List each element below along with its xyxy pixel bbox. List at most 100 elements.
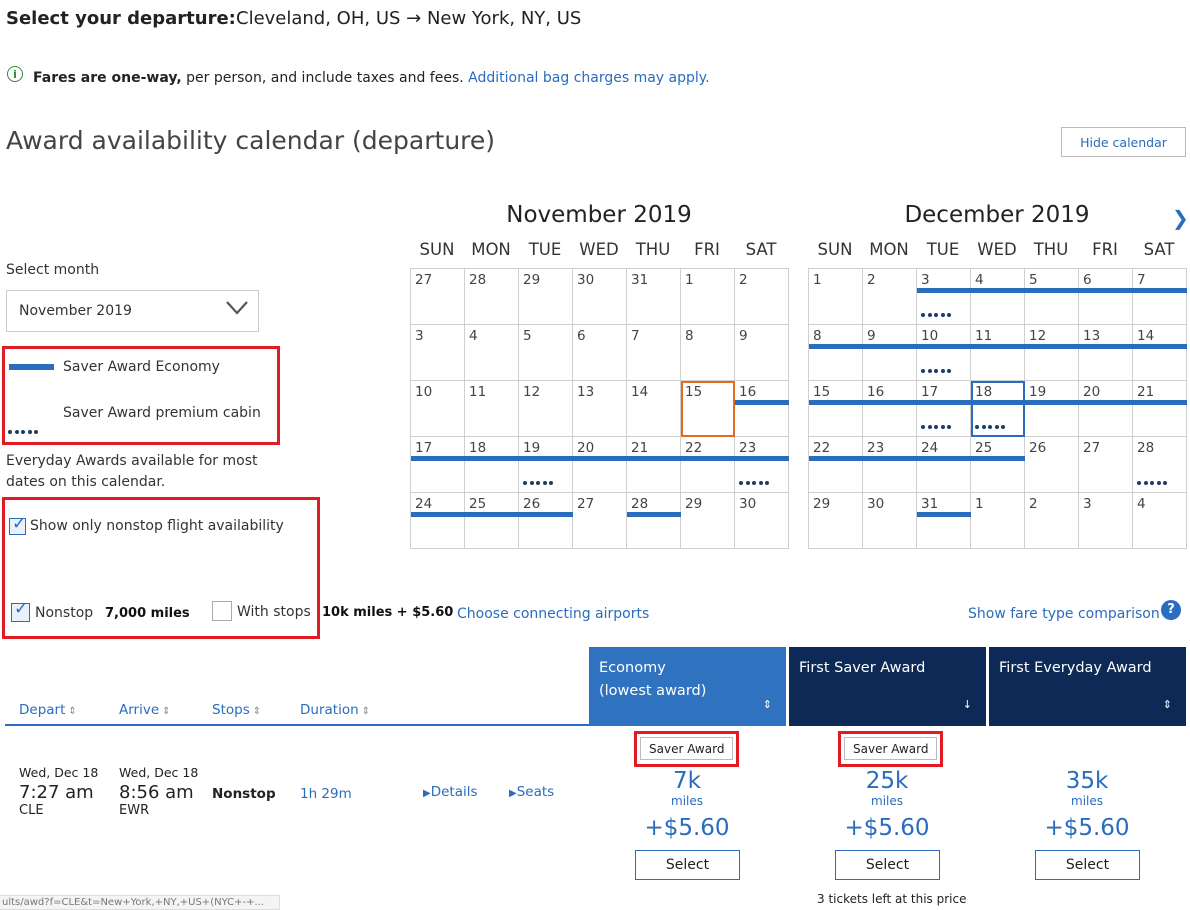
arrive-airport: EWR bbox=[119, 803, 150, 818]
calendar-day[interactable]: 1 bbox=[681, 269, 735, 325]
calendar-day[interactable]: 3 bbox=[917, 269, 971, 325]
calendar-day[interactable]: 20 bbox=[573, 437, 627, 493]
calendar-day[interactable]: 4 bbox=[971, 269, 1025, 325]
calendar-day[interactable]: 12 bbox=[519, 381, 573, 437]
calendar-day[interactable]: 27 bbox=[1079, 437, 1133, 493]
calendar-day[interactable]: 4 bbox=[465, 325, 519, 381]
calendar-day[interactable]: 19 bbox=[519, 437, 573, 493]
calendar-day[interactable]: 20 bbox=[1079, 381, 1133, 437]
calendar-day[interactable]: 3 bbox=[1079, 493, 1133, 549]
connecting-airports-link[interactable]: Choose connecting airports bbox=[457, 606, 650, 622]
calendar-day[interactable]: 1 bbox=[809, 269, 863, 325]
calendar-day[interactable]: 2 bbox=[735, 269, 789, 325]
calendar-day[interactable]: 29 bbox=[809, 493, 863, 549]
calendar-day[interactable]: 28 bbox=[465, 269, 519, 325]
calendar-day[interactable]: 10 bbox=[917, 325, 971, 381]
day-number: 18 bbox=[469, 440, 487, 456]
hide-calendar-button[interactable]: Hide calendar bbox=[1061, 127, 1186, 157]
sort-stops[interactable]: Stops ⇕ bbox=[212, 702, 261, 718]
help-icon[interactable]: ? bbox=[1161, 600, 1181, 620]
saver-economy-bar bbox=[1079, 288, 1133, 293]
calendar-day[interactable]: 24 bbox=[411, 493, 465, 549]
calendar-day[interactable]: 13 bbox=[1079, 325, 1133, 381]
fare-header-first-everyday[interactable]: First Everyday Award ⇕ bbox=[989, 647, 1186, 726]
calendar-day[interactable]: 26 bbox=[519, 493, 573, 549]
weekday-label: SUN bbox=[419, 240, 455, 259]
calendar-day[interactable]: 17 bbox=[917, 381, 971, 437]
calendar-day[interactable]: 25 bbox=[971, 437, 1025, 493]
calendar-day[interactable]: 13 bbox=[573, 381, 627, 437]
calendar-day[interactable]: 23 bbox=[735, 437, 789, 493]
calendar-day[interactable]: 24 bbox=[917, 437, 971, 493]
bag-charges-link[interactable]: Additional bag charges may apply. bbox=[468, 70, 710, 86]
calendar-day[interactable]: 23 bbox=[863, 437, 917, 493]
next-month-arrow-icon[interactable]: ❯ bbox=[1172, 206, 1189, 230]
arrive-date: Wed, Dec 18 bbox=[119, 765, 199, 780]
seats-link[interactable]: ▶Seats bbox=[509, 784, 554, 800]
select-first-everyday-button[interactable]: Select bbox=[1035, 850, 1140, 880]
calendar-day[interactable]: 22 bbox=[681, 437, 735, 493]
calendar-day[interactable]: 9 bbox=[863, 325, 917, 381]
calendar-day[interactable]: 19 bbox=[1025, 381, 1079, 437]
calendar-day[interactable]: 5 bbox=[1025, 269, 1079, 325]
calendar-day[interactable]: 31 bbox=[627, 269, 681, 325]
calendar-day[interactable]: 18 bbox=[465, 437, 519, 493]
calendar-day[interactable]: 8 bbox=[681, 325, 735, 381]
calendar-day[interactable]: 3 bbox=[411, 325, 465, 381]
calendar-day[interactable]: 14 bbox=[627, 381, 681, 437]
calendar-day[interactable]: 4 bbox=[1133, 493, 1187, 549]
fares-note: Fares are one-way, per person, and inclu… bbox=[33, 70, 710, 86]
month-select[interactable]: November 2019 bbox=[6, 290, 259, 332]
calendar-day[interactable]: 21 bbox=[627, 437, 681, 493]
calendar-day[interactable]: 15 bbox=[809, 381, 863, 437]
calendar-day[interactable]: 15 bbox=[681, 381, 735, 437]
calendar-day[interactable]: 7 bbox=[627, 325, 681, 381]
calendar-day[interactable]: 27 bbox=[411, 269, 465, 325]
details-link[interactable]: ▶Details bbox=[423, 784, 478, 800]
calendar-day[interactable]: 2 bbox=[863, 269, 917, 325]
select-economy-button[interactable]: Select bbox=[635, 850, 740, 880]
nonstop-only-checkbox[interactable]: ✓ bbox=[9, 514, 26, 535]
calendar-day[interactable]: 26 bbox=[1025, 437, 1079, 493]
calendar-day[interactable]: 27 bbox=[573, 493, 627, 549]
calendar-day[interactable]: 31 bbox=[917, 493, 971, 549]
calendar-day[interactable]: 29 bbox=[681, 493, 735, 549]
calendar-day[interactable]: 16 bbox=[735, 381, 789, 437]
calendar-day[interactable]: 30 bbox=[735, 493, 789, 549]
calendar-day[interactable]: 12 bbox=[1025, 325, 1079, 381]
calendar-day[interactable]: 21 bbox=[1133, 381, 1187, 437]
calendar-day[interactable]: 6 bbox=[1079, 269, 1133, 325]
calendar-day[interactable]: 29 bbox=[519, 269, 573, 325]
fare-header-first-saver[interactable]: First Saver Award ↓ bbox=[789, 647, 986, 726]
calendar-day[interactable]: 10 bbox=[411, 381, 465, 437]
calendar-day[interactable]: 9 bbox=[735, 325, 789, 381]
calendar-day[interactable]: 6 bbox=[573, 325, 627, 381]
calendar-day[interactable]: 5 bbox=[519, 325, 573, 381]
calendar-day[interactable]: 11 bbox=[971, 325, 1025, 381]
calendar-day[interactable]: 11 bbox=[465, 381, 519, 437]
fare-comparison-link[interactable]: Show fare type comparison bbox=[968, 606, 1160, 622]
fare-header-economy[interactable]: Economy (lowest award) ⇕ bbox=[589, 647, 786, 726]
calendar-day[interactable]: 30 bbox=[863, 493, 917, 549]
with-stops-checkbox[interactable] bbox=[212, 601, 232, 621]
info-icon: i bbox=[7, 66, 23, 82]
select-first-saver-button[interactable]: Select bbox=[835, 850, 940, 880]
calendar-day[interactable]: 2 bbox=[1025, 493, 1079, 549]
calendar-day[interactable]: 1 bbox=[971, 493, 1025, 549]
calendar-day[interactable]: 7 bbox=[1133, 269, 1187, 325]
calendar-day[interactable]: 28 bbox=[627, 493, 681, 549]
calendar-day[interactable]: 30 bbox=[573, 269, 627, 325]
saver-economy-bar bbox=[465, 456, 519, 461]
sort-duration[interactable]: Duration ⇕ bbox=[300, 702, 370, 718]
sort-arrive[interactable]: Arrive ⇕ bbox=[119, 702, 171, 718]
calendar-day[interactable]: 25 bbox=[465, 493, 519, 549]
calendar-day[interactable]: 18 bbox=[971, 381, 1025, 437]
calendar-day[interactable]: 14 bbox=[1133, 325, 1187, 381]
calendar-day[interactable]: 8 bbox=[809, 325, 863, 381]
calendar-day[interactable]: 22 bbox=[809, 437, 863, 493]
sort-depart[interactable]: Depart ⇕ bbox=[19, 702, 77, 718]
calendar-day[interactable]: 17 bbox=[411, 437, 465, 493]
calendar-day[interactable]: 28 bbox=[1133, 437, 1187, 493]
calendar-day[interactable]: 16 bbox=[863, 381, 917, 437]
nonstop-checkbox[interactable]: ✓ bbox=[11, 599, 30, 622]
